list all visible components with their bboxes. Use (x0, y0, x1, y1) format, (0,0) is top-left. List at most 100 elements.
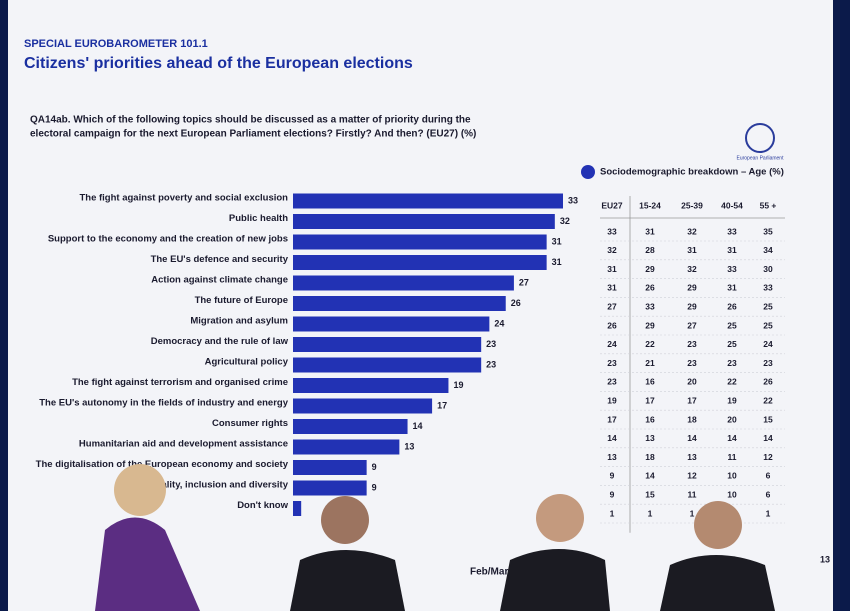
table-cell: 24 (763, 339, 773, 349)
bar (293, 460, 367, 475)
value-label: 24 (494, 318, 504, 328)
table-cell: 12 (687, 471, 697, 481)
value-label: 9 (372, 482, 377, 492)
table-cell: 32 (687, 226, 697, 236)
table-cell: 20 (687, 377, 697, 387)
table-cell: 18 (687, 414, 697, 424)
table-cell: 21 (645, 358, 655, 368)
table-cell: 1 (648, 508, 653, 518)
question-line: QA14ab. Which of the following topics sh… (30, 115, 471, 126)
column-header: 15-24 (639, 200, 661, 210)
category-label: Public health (229, 213, 288, 224)
table-cell: 26 (763, 377, 773, 387)
table-cell: 33 (607, 226, 617, 236)
table-cell: 17 (607, 414, 617, 424)
supertitle: SPECIAL EUROBAROMETER 101.1 (24, 38, 208, 50)
bar (293, 337, 482, 352)
table-cell: 32 (607, 245, 617, 255)
table-cell: 14 (645, 471, 655, 481)
category-label: The future of Europe (195, 295, 288, 306)
table-cell: 22 (763, 395, 773, 405)
table-cell: 23 (687, 358, 697, 368)
table-cell: 22 (645, 339, 655, 349)
value-label: 31 (552, 236, 562, 246)
bar (293, 296, 506, 311)
table-cell: 19 (727, 395, 737, 405)
table-cell: 23 (607, 377, 617, 387)
category-label: The EU's autonomy in the fields of indus… (39, 398, 288, 409)
table-cell: 31 (727, 245, 737, 255)
table-cell: 10 (727, 489, 737, 499)
speaker (290, 550, 405, 611)
table-cell: 26 (645, 283, 655, 293)
table-cell: 31 (687, 245, 697, 255)
table-cell: 19 (607, 395, 617, 405)
bar (293, 275, 514, 291)
category-label: Equality, inclusion and diversity (144, 480, 289, 491)
table-cell: 30 (763, 264, 773, 274)
table-cell: 28 (645, 245, 655, 255)
table-cell: 33 (645, 301, 655, 311)
table-cell: 33 (727, 226, 737, 236)
table-cell: 23 (763, 358, 773, 368)
bar (293, 501, 302, 516)
column-header: 55 + (760, 200, 777, 210)
category-label: Migration and asylum (190, 316, 288, 327)
table-cell: 26 (607, 320, 617, 330)
table-cell: 33 (763, 283, 773, 293)
table-cell: 29 (687, 283, 697, 293)
table-cell: 31 (727, 283, 737, 293)
category-label: Consumer rights (212, 418, 288, 429)
value-label: 17 (437, 400, 447, 410)
table-cell: 11 (688, 489, 697, 499)
table-cell: 35 (763, 226, 773, 236)
table-cell: 14 (607, 433, 617, 443)
table-cell: 6 (766, 489, 771, 499)
speakers (95, 464, 775, 611)
value-label: 26 (511, 298, 521, 308)
value-label: 23 (486, 359, 496, 369)
bar (293, 214, 555, 229)
chart-title: Citizens' priorities ahead of the Europe… (24, 55, 413, 72)
table-cell: 14 (727, 433, 737, 443)
category-label: Democracy and the rule of law (151, 336, 289, 347)
column-header: 40-54 (721, 200, 743, 210)
table-cell: 17 (687, 395, 697, 405)
value-label: 33 (568, 195, 578, 205)
table-cell: 18 (645, 452, 655, 462)
table-cell: 15 (645, 489, 655, 499)
table-cell: 20 (727, 414, 737, 424)
table-title: Sociodemographic breakdown – Age (%) (600, 167, 784, 178)
speaker-head (321, 496, 369, 544)
table-cell: 33 (727, 264, 737, 274)
source: Feb/Mar 2024 (470, 567, 534, 578)
category-label: Don't know (237, 500, 288, 511)
value-label: 9 (372, 462, 377, 472)
category-label: The EU's defence and security (151, 254, 289, 265)
table-cell: 1 (690, 508, 695, 518)
table-cell: 12 (763, 452, 773, 462)
column-header: EU27 (601, 200, 623, 210)
speaker (500, 549, 610, 611)
table-cell: 15 (763, 414, 773, 424)
table-cell: 16 (645, 414, 655, 424)
table-cell: 29 (645, 320, 655, 330)
value-label: 27 (519, 277, 529, 287)
table-cell: 27 (687, 320, 697, 330)
table-cell: 24 (607, 339, 617, 349)
speaker-head (694, 501, 742, 549)
column-header: 25-39 (681, 200, 703, 210)
bar (293, 357, 482, 373)
logo-icon (745, 123, 775, 153)
table-cell: 32 (687, 264, 697, 274)
table-cell: 1 (766, 508, 771, 518)
value-label: 14 (413, 421, 423, 431)
table-cell: 16 (645, 377, 655, 387)
table-cell: 9 (610, 471, 615, 481)
legend-dot (581, 165, 595, 179)
table-cell: 23 (687, 339, 697, 349)
table-cell: 34 (763, 245, 773, 255)
bar (293, 378, 449, 393)
table-cell: 25 (763, 301, 773, 311)
